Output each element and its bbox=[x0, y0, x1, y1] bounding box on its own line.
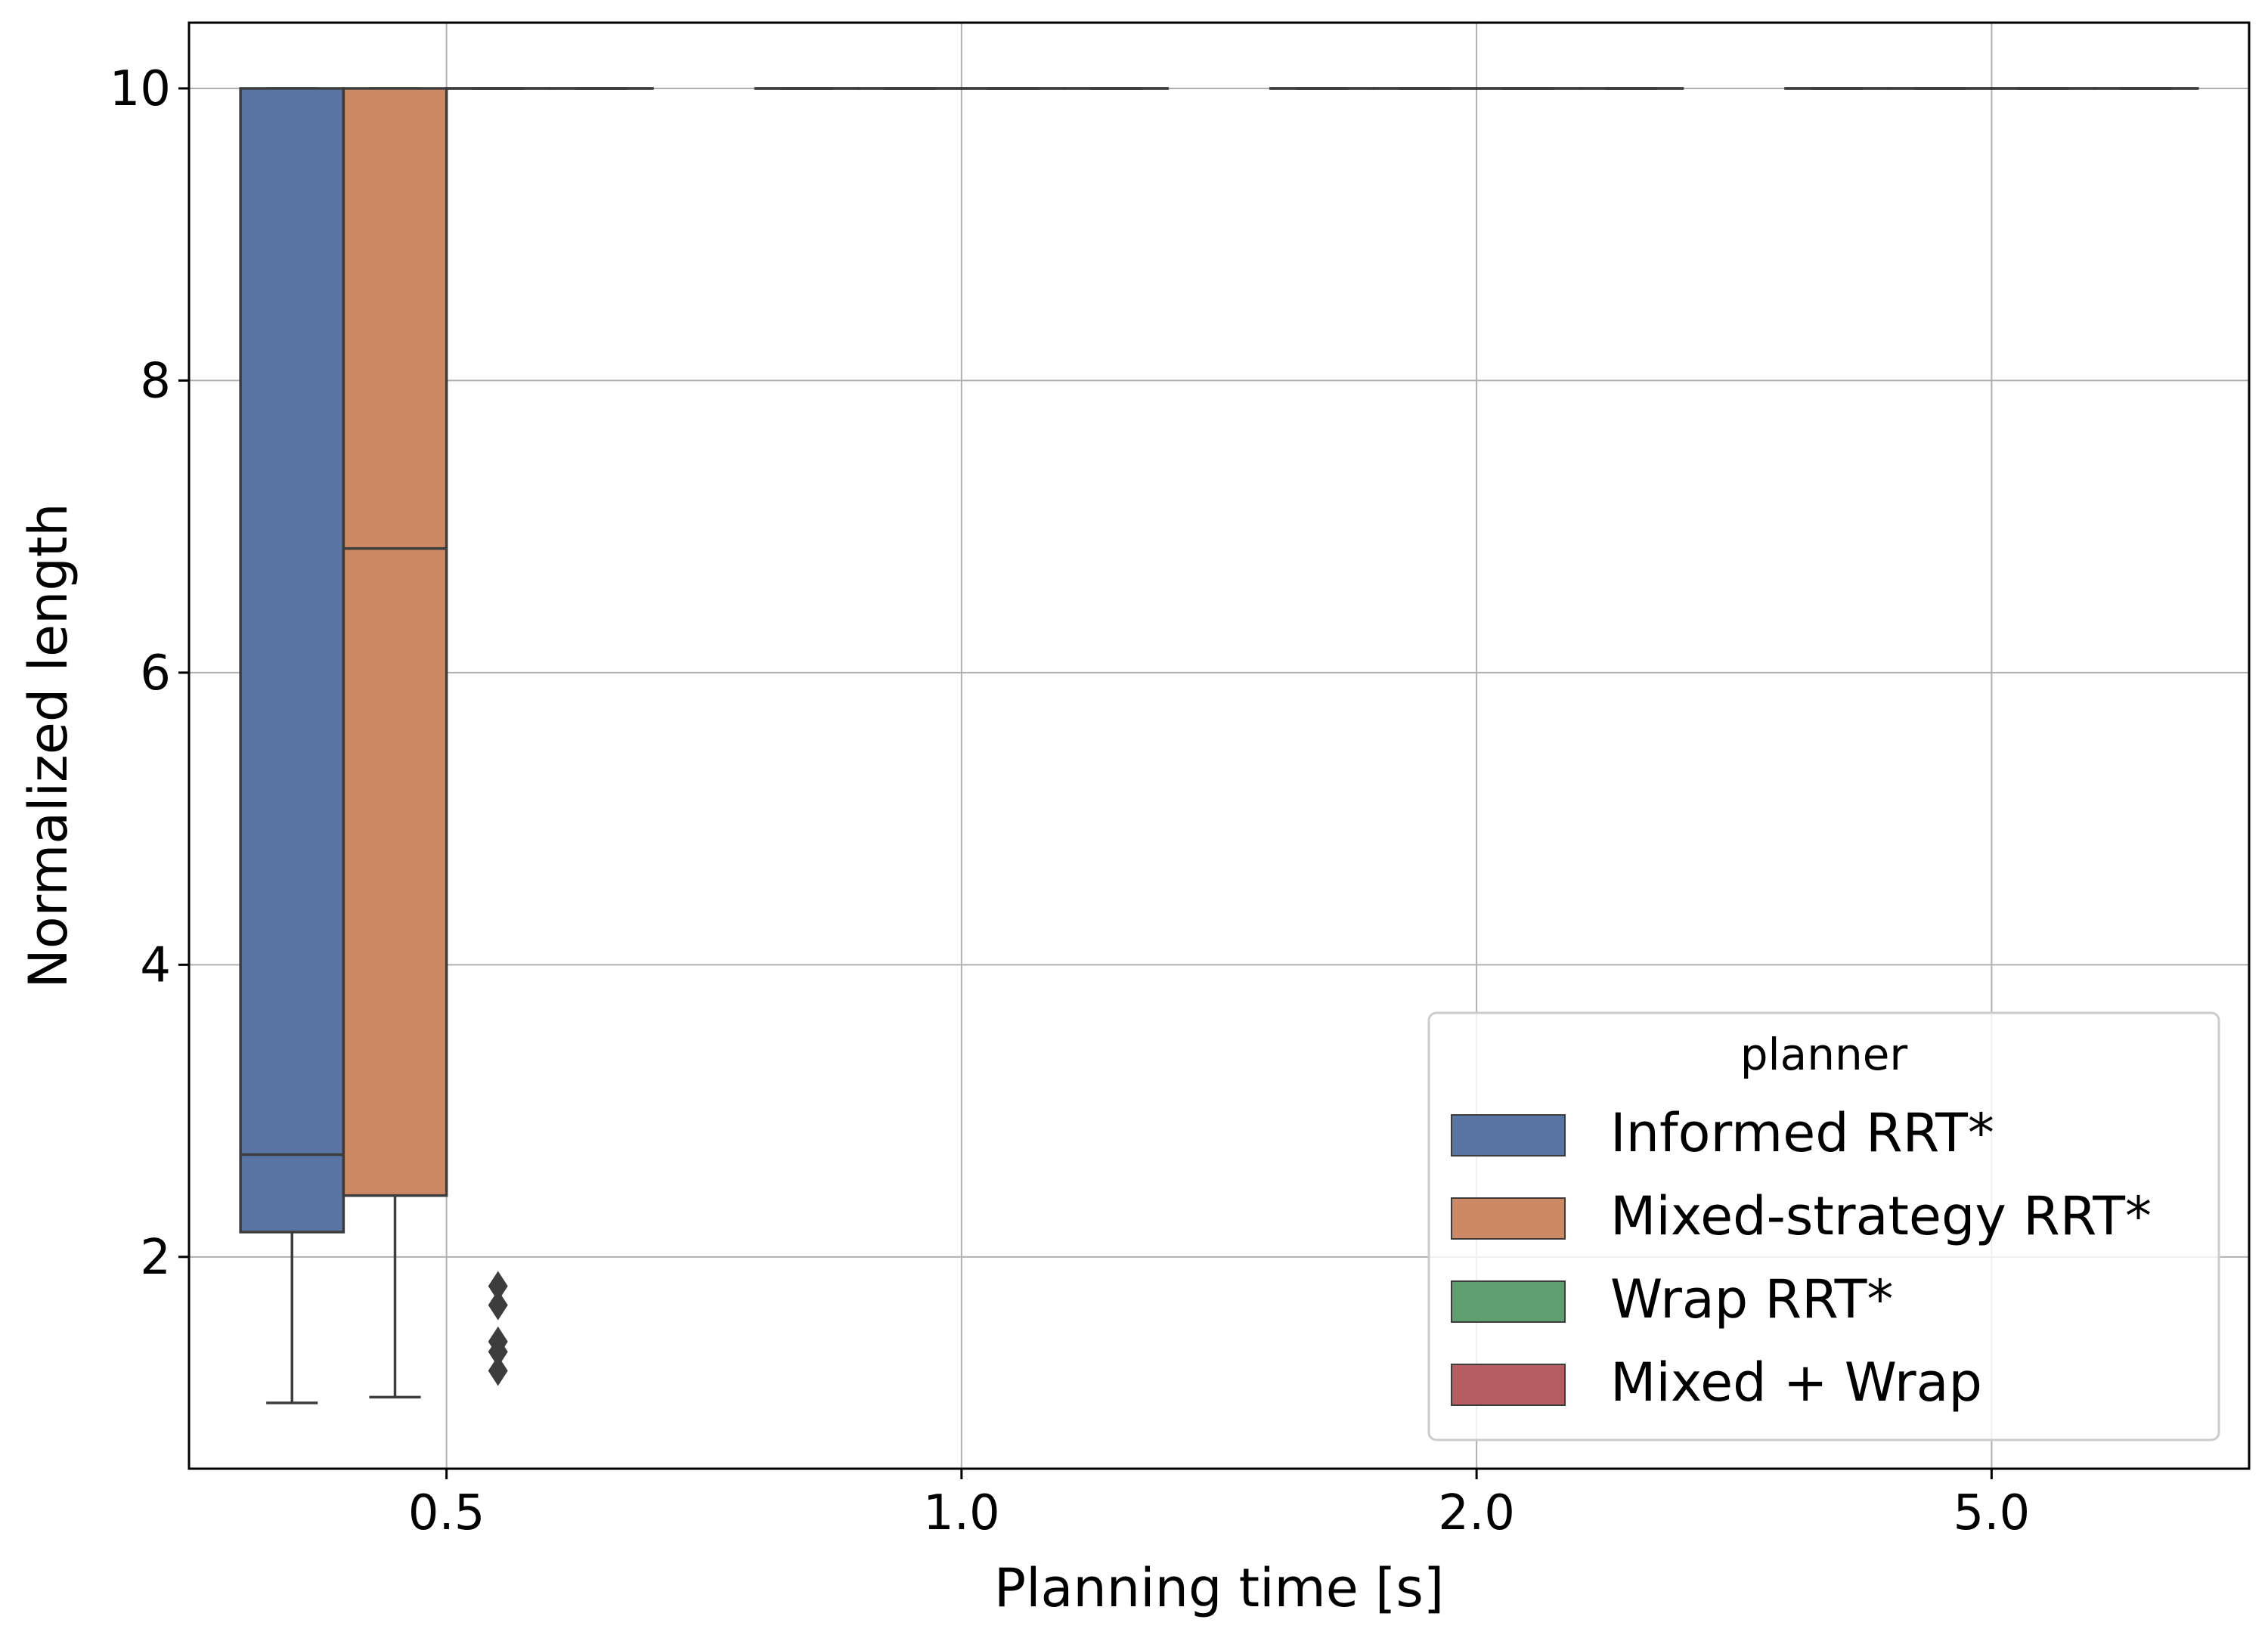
box-mixed-strategy-rrt--0.5 bbox=[342, 87, 448, 1399]
x-tick-label: 5.0 bbox=[1953, 1485, 2030, 1541]
x-tick-label: 1.0 bbox=[923, 1485, 1000, 1541]
x-tick-label: 0.5 bbox=[408, 1485, 485, 1541]
y-tick-label: 8 bbox=[140, 353, 171, 409]
outlier-point bbox=[488, 1290, 508, 1321]
plot-frame bbox=[187, 21, 2251, 1470]
plot-marks bbox=[239, 87, 2199, 1404]
legend-swatch bbox=[1451, 1280, 1566, 1323]
legend-entry-label: Wrap RRT* bbox=[1610, 1268, 1893, 1330]
box-wrap-rrt--0.5 bbox=[445, 87, 551, 1386]
outlier-point bbox=[488, 1355, 508, 1386]
legend: planner Informed RRT* Mixed-strategy RRT* W… bbox=[1427, 1011, 2220, 1441]
x-axis-label: Planning time [s] bbox=[994, 1557, 1444, 1619]
legend-swatch bbox=[1451, 1114, 1566, 1157]
outlier-point bbox=[488, 1336, 508, 1367]
legend-swatch bbox=[1451, 1197, 1566, 1240]
box-body bbox=[239, 87, 345, 1234]
legend-entry-label: Mixed + Wrap bbox=[1610, 1352, 1982, 1414]
outlier-point bbox=[488, 1271, 508, 1302]
legend-swatch bbox=[1451, 1364, 1566, 1406]
y-tick-label: 2 bbox=[140, 1230, 171, 1286]
box-informed-rrt--0.5 bbox=[239, 87, 345, 1404]
x-tick-label: 2.0 bbox=[1438, 1485, 1515, 1541]
legend-entry-label: Informed RRT* bbox=[1610, 1102, 1994, 1164]
y-axis-label: Normalized length bbox=[17, 503, 79, 988]
y-tick-label: 10 bbox=[110, 61, 171, 117]
y-tick-label: 6 bbox=[140, 646, 171, 701]
y-tick-label: 4 bbox=[140, 937, 171, 993]
legend-title: planner bbox=[1740, 1029, 1908, 1080]
legend-frame bbox=[1427, 1011, 2220, 1441]
box-body bbox=[342, 87, 448, 1197]
legend-entry-label: Mixed-strategy RRT* bbox=[1610, 1185, 2152, 1247]
axis-ticks: 2 4 6 8 10 0.5 1.0 2.0 5.0 bbox=[110, 61, 2031, 1541]
